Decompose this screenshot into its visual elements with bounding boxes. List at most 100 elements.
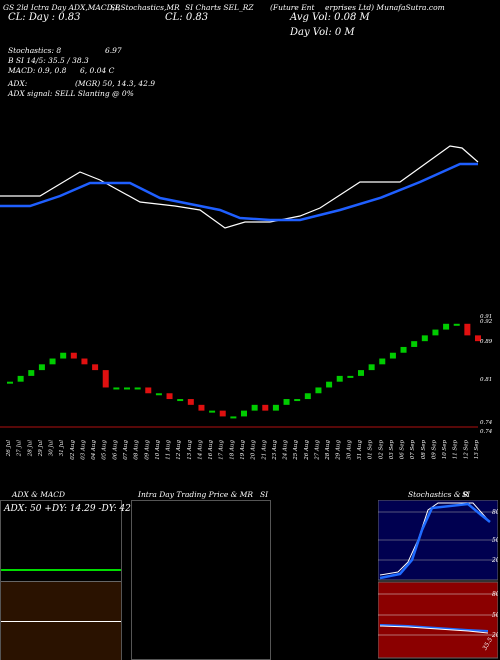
rsi-tick-20: 20 — [491, 632, 498, 639]
candle — [411, 341, 418, 347]
candle — [262, 404, 269, 411]
adx-values: ADX: 50 +DY: 14.29 -DY: 42.8 — [4, 504, 140, 514]
candle — [155, 393, 162, 396]
price-tick: 0.74 — [480, 429, 493, 435]
header-right2: erprises Ltd) MunafaSutra.com — [325, 3, 445, 12]
date-tick: 31 Aug — [357, 440, 363, 460]
candle — [230, 416, 237, 419]
candle — [464, 323, 471, 336]
candle — [145, 387, 152, 394]
mrsi-panel-title: Intra Day Trading Price & MR — [138, 490, 254, 499]
date-tick: 28 Aug — [325, 440, 331, 461]
date-tick: 23 Aug — [272, 440, 278, 461]
cl-label: CL: 0.83 — [165, 12, 209, 23]
candle — [134, 387, 141, 390]
date-tick: 07 Sep — [410, 440, 416, 460]
date-tick: 13 Sep — [474, 440, 480, 460]
candle — [124, 387, 130, 390]
candle — [432, 329, 439, 336]
candle — [81, 358, 88, 365]
date-tick: 29 Aug — [336, 440, 342, 461]
candle — [209, 410, 216, 413]
macd-area — [1, 581, 121, 660]
header-left: GS 2ld Ictra Day ADX,MACD,B — [3, 3, 121, 12]
date-tick: 07 Aug — [123, 440, 129, 460]
candle — [7, 381, 13, 384]
macd-text: MACD: 0.9, 0.8 — [8, 66, 67, 75]
date-tick: 10 Sep — [442, 440, 448, 460]
date-tick: 26 Jul — [6, 440, 12, 457]
date-tick: 09 Sep — [431, 440, 437, 460]
candle — [358, 370, 364, 376]
date-tick: 24 Aug — [283, 440, 289, 461]
macd-text2: 6, 0.04 C — [80, 66, 115, 75]
date-tick: 14 Aug — [197, 440, 203, 460]
candle — [368, 364, 375, 371]
candle — [28, 370, 35, 376]
rsi-text: B SI 14/5: 35.5 / 38.3 — [8, 56, 89, 65]
adx-green-line — [1, 569, 121, 571]
candle — [49, 358, 56, 365]
date-tick: 27 Aug — [314, 440, 320, 461]
date-tick: 12 Sep — [463, 440, 469, 460]
date-tick: 30 Aug — [346, 440, 352, 460]
adx-macd-panel: ADX: 50 +DY: 14.29 -DY: 42.8 — [0, 500, 139, 660]
mrsi-panel — [131, 500, 271, 660]
price-chart: 0.910.92 0.89 0.81 0.74 0.74 26 Jul 27 Jul 28 … — [0, 145, 493, 461]
candle — [347, 375, 354, 378]
date-tick: 02 Sep — [378, 440, 384, 460]
date-tick: 13 Aug — [187, 440, 193, 460]
stoch-tick-20: 20 — [491, 557, 498, 564]
ma-blue-line — [0, 162, 478, 222]
date-tick: 30 Jul — [49, 440, 55, 456]
date-tick: 27 Jul — [17, 440, 23, 457]
stoch-text2: 6.97 — [105, 46, 122, 55]
candle — [283, 399, 290, 405]
candle — [38, 364, 45, 371]
stoch-panel-title: Stochastics & R — [408, 490, 469, 499]
stoch-text: Stochastics: 8 — [8, 46, 62, 55]
rsi-tick-50: 50 — [492, 612, 498, 619]
candle — [453, 323, 460, 326]
candle — [379, 358, 386, 365]
date-tick: 20 Aug — [251, 440, 257, 461]
price-tick: 0.74 — [480, 420, 493, 426]
candle — [166, 393, 173, 400]
header-mid1: SI,Stochastics,MR — [110, 3, 180, 12]
date-tick: 31 Jul — [59, 440, 65, 456]
date-tick: 19 Aug — [240, 440, 246, 460]
candle — [294, 399, 301, 402]
date-tick: 03 Aug — [80, 440, 86, 460]
header-right1: (Future Ent — [270, 3, 315, 12]
candle — [304, 393, 311, 400]
candle — [70, 352, 77, 359]
adx-panel-title: ADX & MACD — [12, 490, 66, 499]
date-tick: 08 Sep — [421, 440, 427, 460]
header-mid2: SI Charts SEL_RZ — [185, 3, 254, 12]
date-tick: 11 Sep — [453, 440, 459, 460]
date-tick: 29 Jul — [38, 440, 44, 457]
candle — [177, 399, 184, 402]
ma-white-line — [0, 145, 479, 229]
stoch-panel-title2: SI — [462, 490, 471, 499]
candle — [315, 387, 322, 394]
candle — [326, 381, 333, 388]
price-tick: 0.91 — [480, 314, 492, 320]
date-tick: 28 Jul — [27, 440, 33, 457]
candle — [187, 399, 194, 405]
candle — [272, 404, 279, 411]
rsi-tick-80: 80 — [492, 591, 498, 598]
date-tick: 16 Aug — [208, 440, 214, 460]
adx-signal: ADX signal: SELL Slanting @ 0% — [8, 89, 134, 98]
date-tick: 10 Aug — [155, 440, 161, 460]
candle — [102, 370, 109, 388]
date-tick: 05 Aug — [102, 440, 108, 460]
date-tick: 02 Aug — [70, 440, 76, 460]
date-tick: 12 Aug — [176, 440, 182, 460]
candle — [92, 364, 99, 371]
date-tick: 18 Aug — [229, 440, 235, 460]
macd-line — [1, 621, 121, 622]
avg-vol: Avg Vol: 0.08 M — [290, 12, 370, 23]
price-tick: 0.92 — [480, 319, 493, 325]
candle — [113, 387, 120, 390]
